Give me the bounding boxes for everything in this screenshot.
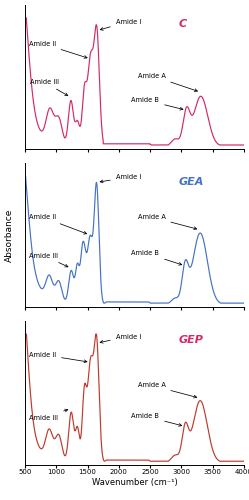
Text: Amide I: Amide I: [100, 334, 141, 343]
Text: Absorbance: Absorbance: [5, 208, 14, 262]
Text: Amide A: Amide A: [138, 214, 197, 230]
Text: C: C: [178, 18, 187, 28]
Text: Amide A: Amide A: [138, 382, 197, 398]
Text: Amide II: Amide II: [29, 40, 87, 58]
Text: GEA: GEA: [178, 176, 204, 186]
X-axis label: Wavenumber (cm⁻¹): Wavenumber (cm⁻¹): [92, 478, 177, 487]
Text: Amide B: Amide B: [131, 250, 182, 265]
Text: Amide III: Amide III: [29, 409, 68, 420]
Text: Amide B: Amide B: [131, 413, 182, 426]
Text: Amide B: Amide B: [131, 97, 183, 110]
Text: Amide III: Amide III: [30, 79, 68, 96]
Text: GEP: GEP: [178, 335, 203, 345]
Text: Amide II: Amide II: [29, 352, 87, 362]
Text: Amide II: Amide II: [29, 214, 87, 234]
Text: Amide I: Amide I: [100, 18, 141, 30]
Text: Amide III: Amide III: [29, 252, 68, 267]
Text: Amide A: Amide A: [138, 72, 197, 92]
Text: Amide I: Amide I: [100, 174, 141, 182]
